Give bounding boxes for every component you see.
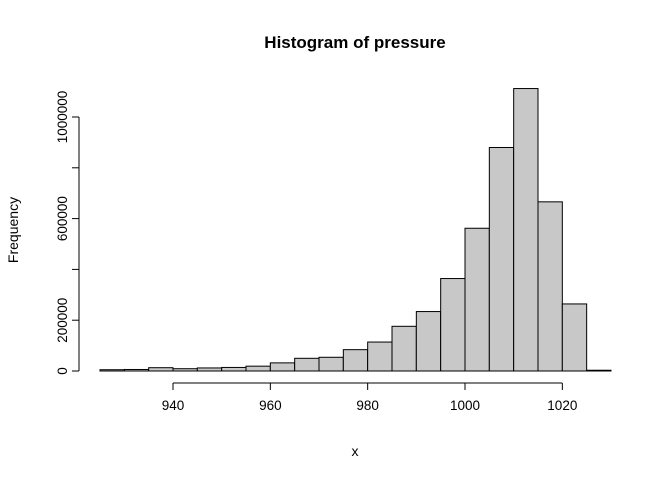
histogram-bar bbox=[561, 303, 588, 372]
histogram-bar bbox=[513, 88, 539, 372]
x-tick-label: 940 bbox=[162, 398, 185, 413]
y-axis: 0 200000 600000 1000000 bbox=[55, 91, 80, 375]
histogram-bar bbox=[318, 356, 344, 372]
histogram-bar bbox=[342, 349, 369, 372]
y-tick-label: 0 bbox=[55, 367, 70, 375]
histogram-bar bbox=[391, 325, 417, 372]
histogram-bar bbox=[245, 365, 271, 372]
x-tick-label: 960 bbox=[259, 398, 282, 413]
y-tick-label: 1000000 bbox=[55, 91, 70, 144]
x-tick-label: 1000 bbox=[450, 398, 480, 413]
histogram-bar bbox=[221, 366, 247, 372]
histogram-bar bbox=[294, 357, 320, 372]
histogram-bar bbox=[196, 367, 223, 372]
histogram-bar bbox=[123, 368, 150, 372]
histogram-bar bbox=[440, 278, 466, 372]
x-axis: 940 960 980 1000 1020 bbox=[162, 382, 577, 413]
y-tick-label: 600000 bbox=[55, 196, 70, 241]
histogram-bar bbox=[269, 362, 296, 372]
y-axis-label: Frequency bbox=[5, 197, 21, 263]
x-tick-label: 1020 bbox=[547, 398, 577, 413]
histogram-bar bbox=[488, 146, 515, 372]
histogram-bar bbox=[415, 311, 442, 372]
histogram-bar bbox=[99, 369, 125, 372]
histogram-bar bbox=[367, 341, 393, 372]
bars-group bbox=[99, 88, 612, 372]
x-axis-label: x bbox=[352, 443, 359, 459]
histogram-bar bbox=[172, 368, 198, 372]
y-tick-label: 200000 bbox=[55, 298, 70, 343]
histogram-bar bbox=[148, 367, 174, 372]
histogram-bar bbox=[586, 369, 612, 372]
histogram-bar bbox=[464, 227, 490, 372]
chart-title: Histogram of pressure bbox=[264, 33, 445, 52]
histogram-bar bbox=[537, 201, 563, 372]
x-tick-label: 980 bbox=[356, 398, 379, 413]
